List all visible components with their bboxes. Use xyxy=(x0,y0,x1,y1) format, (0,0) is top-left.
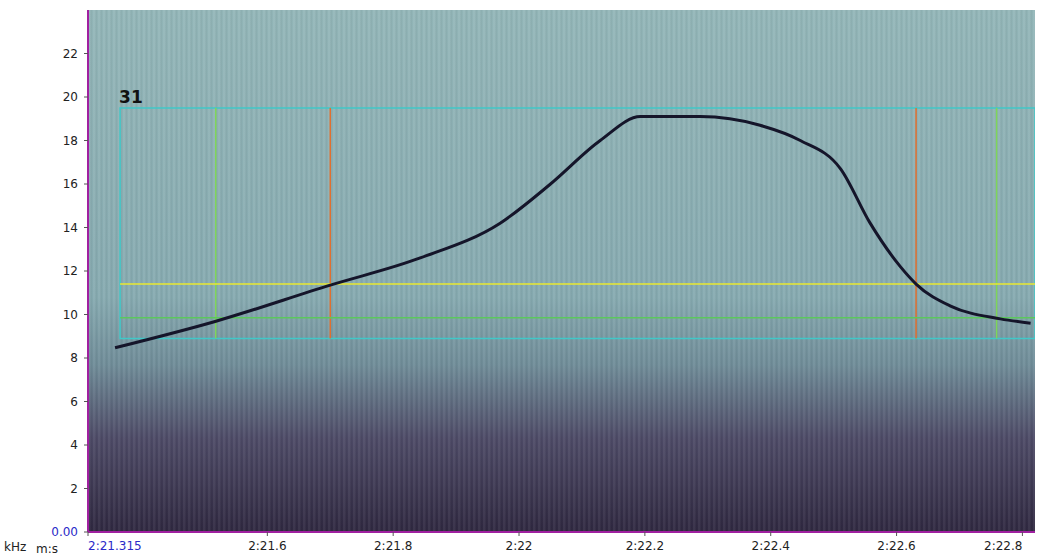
svg-text:2:22.4: 2:22.4 xyxy=(752,539,790,553)
svg-text:2:22.6: 2:22.6 xyxy=(877,539,915,553)
svg-text:31: 31 xyxy=(119,87,143,107)
svg-text:6: 6 xyxy=(70,395,78,409)
html-text:m:s: m:s xyxy=(36,542,58,556)
svg-text:20: 20 xyxy=(63,90,78,104)
svg-text:2:21.6: 2:21.6 xyxy=(248,539,286,553)
svg-text:8: 8 xyxy=(70,351,78,365)
svg-text:2:22.2: 2:22.2 xyxy=(626,539,664,553)
svg-text:2:22.8: 2:22.8 xyxy=(984,539,1022,553)
svg-text:2: 2 xyxy=(70,482,78,496)
svg-text:12: 12 xyxy=(63,264,78,278)
svg-text:2:22: 2:22 xyxy=(506,539,533,553)
svg-text:18: 18 xyxy=(63,134,78,148)
svg-text:0.00: 0.00 xyxy=(51,525,78,539)
svg-text:2:21.8: 2:21.8 xyxy=(374,539,412,553)
svg-text:14: 14 xyxy=(63,221,78,235)
svg-text:2:21.315: 2:21.315 xyxy=(88,539,142,553)
svg-text:22: 22 xyxy=(63,47,78,61)
svg-text:16: 16 xyxy=(63,177,78,191)
svg-text:10: 10 xyxy=(63,308,78,322)
html-text:kHz: kHz xyxy=(4,540,27,554)
svg-text:4: 4 xyxy=(70,438,78,452)
